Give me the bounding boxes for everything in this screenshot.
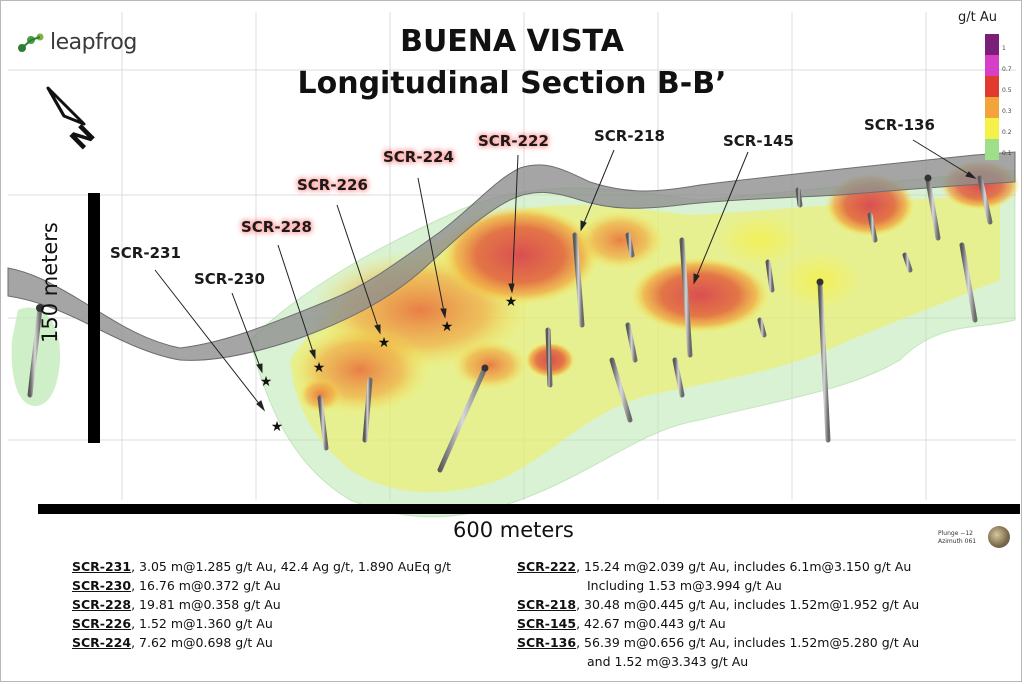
result-row: SCR-224, 7.62 m@0.698 g/t Au bbox=[72, 633, 451, 652]
horizontal-scale-label: 600 meters bbox=[453, 518, 574, 542]
grade-core bbox=[630, 257, 770, 333]
hole-id: SCR-222 bbox=[517, 559, 577, 574]
result-row: SCR-230, 16.76 m@0.372 g/t Au bbox=[72, 576, 451, 595]
legend-tick: 0.3 bbox=[1002, 108, 1012, 115]
svg-text:★: ★ bbox=[441, 319, 454, 335]
result-continuation: and 1.52 m@3.343 g/t Au bbox=[587, 654, 749, 669]
label-scr-226: SCR-226 bbox=[297, 176, 368, 194]
legend-swatch bbox=[985, 139, 999, 160]
north-arrow-icon: N bbox=[46, 86, 102, 156]
label-scr-224: SCR-224 bbox=[383, 148, 454, 166]
label-scr-231: SCR-231 bbox=[110, 244, 181, 262]
result-row: SCR-226, 1.52 m@1.360 g/t Au bbox=[72, 614, 451, 633]
svg-text:★: ★ bbox=[505, 294, 518, 310]
result-row: SCR-228, 19.81 m@0.358 g/t Au bbox=[72, 595, 451, 614]
horizontal-scale-bar bbox=[38, 504, 1020, 514]
legend-title: g/t Au bbox=[958, 10, 997, 25]
plunge-text: Plunge −12 bbox=[938, 530, 973, 537]
result-row: SCR-136, 56.39 m@0.656 g/t Au, includes … bbox=[517, 633, 919, 652]
result-continuation: Including 1.53 m@3.994 g/t Au bbox=[587, 578, 782, 593]
result-text: , 15.24 m@2.039 g/t Au, includes 6.1m@3.… bbox=[576, 559, 912, 574]
legend-swatch bbox=[985, 34, 999, 55]
result-row: SCR-222, 15.24 m@2.039 g/t Au, includes … bbox=[517, 557, 919, 576]
grade-core bbox=[452, 340, 528, 390]
hole-id: SCR-231 bbox=[72, 559, 132, 574]
grade-core bbox=[298, 377, 342, 413]
result-text: , 7.62 m@0.698 g/t Au bbox=[131, 635, 273, 650]
north-letter: N bbox=[65, 119, 102, 156]
view-orientation: Plunge −12 Azimuth 061 bbox=[938, 530, 976, 546]
label-scr-230: SCR-230 bbox=[194, 270, 265, 288]
label-scr-228: SCR-228 bbox=[241, 218, 312, 236]
target-stars: ★ ★ ★ ★ ★ ★ bbox=[260, 294, 518, 435]
leapfrog-logo: leapfrog bbox=[16, 30, 137, 55]
legend-tick: 0.1 bbox=[1002, 150, 1012, 157]
legend-swatch bbox=[985, 55, 999, 76]
legend-swatch bbox=[985, 118, 999, 139]
frog-icon bbox=[18, 33, 44, 52]
hole-id: SCR-228 bbox=[72, 597, 132, 612]
svg-text:★: ★ bbox=[271, 419, 284, 435]
hole-id: SCR-136 bbox=[517, 635, 577, 650]
vertical-scale-bar bbox=[88, 193, 100, 443]
results-right: SCR-222, 15.24 m@2.039 g/t Au, includes … bbox=[517, 557, 919, 671]
result-text: , 30.48 m@0.445 g/t Au, includes 1.52m@1… bbox=[576, 597, 920, 612]
legend-tick: 0.2 bbox=[1002, 129, 1012, 136]
hole-id: SCR-145 bbox=[517, 616, 577, 631]
grade-core bbox=[440, 205, 600, 305]
globe-icon bbox=[988, 526, 1010, 548]
hole-id: SCR-224 bbox=[72, 635, 132, 650]
svg-text:★: ★ bbox=[378, 335, 391, 351]
label-scr-218: SCR-218 bbox=[594, 127, 665, 145]
legend-tick: 1 bbox=[1002, 45, 1006, 52]
title-line-2: Longitudinal Section B-B’ bbox=[297, 66, 727, 101]
result-text: , 1.52 m@1.360 g/t Au bbox=[131, 616, 273, 631]
legend-swatch bbox=[985, 76, 999, 97]
hole-id: SCR-230 bbox=[72, 578, 132, 593]
collar-caps bbox=[36, 174, 932, 372]
result-text: , 3.05 m@1.285 g/t Au, 42.4 Ag g/t, 1.89… bbox=[131, 559, 452, 574]
grade-core bbox=[720, 215, 800, 265]
result-text: , 19.81 m@0.358 g/t Au bbox=[131, 597, 281, 612]
svg-text:★: ★ bbox=[260, 374, 273, 390]
result-row: SCR-218, 30.48 m@0.445 g/t Au, includes … bbox=[517, 595, 919, 614]
vertical-scale-label: 150 meters bbox=[38, 222, 62, 343]
label-scr-145: SCR-145 bbox=[723, 132, 794, 150]
result-row: SCR-145, 42.67 m@0.443 g/t Au bbox=[517, 614, 919, 633]
hole-id: SCR-218 bbox=[517, 597, 577, 612]
leader-lines bbox=[154, 139, 977, 412]
hole-id: SCR-226 bbox=[72, 616, 132, 631]
logo-text: leapfrog bbox=[50, 30, 137, 55]
results-left: SCR-231, 3.05 m@1.285 g/t Au, 42.4 Ag g/… bbox=[72, 557, 451, 652]
label-scr-222: SCR-222 bbox=[478, 132, 549, 150]
grade-core bbox=[575, 210, 665, 270]
svg-text:★: ★ bbox=[313, 360, 326, 376]
legend-tick: 0.7 bbox=[1002, 66, 1012, 73]
topography-surface bbox=[7, 151, 1016, 361]
label-scr-136: SCR-136 bbox=[864, 116, 935, 134]
drill-traces bbox=[27, 175, 993, 473]
legend-swatch bbox=[985, 97, 999, 118]
result-row: SCR-231, 3.05 m@1.285 g/t Au, 42.4 Ag g/… bbox=[72, 557, 451, 576]
result-text: , 16.76 m@0.372 g/t Au bbox=[131, 578, 281, 593]
legend-color-bar bbox=[985, 34, 999, 160]
title-line-1: BUENA VISTA bbox=[400, 24, 624, 59]
result-text: , 56.39 m@0.656 g/t Au, includes 1.52m@5… bbox=[576, 635, 920, 650]
legend-tick: 0.5 bbox=[1002, 87, 1012, 94]
azimuth-text: Azimuth 061 bbox=[938, 538, 977, 545]
result-text: , 42.67 m@0.443 g/t Au bbox=[576, 616, 726, 631]
